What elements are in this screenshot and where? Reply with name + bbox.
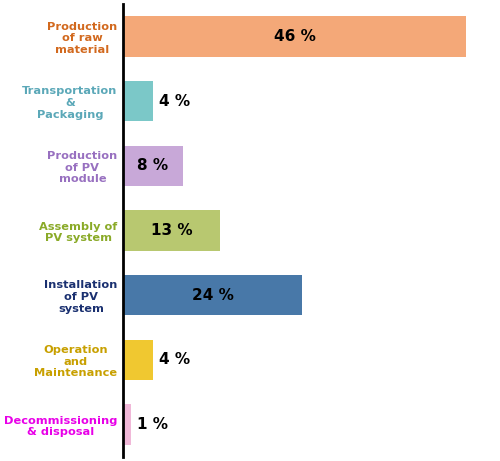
Text: 8 %: 8 % <box>138 158 168 173</box>
Bar <box>123 404 130 444</box>
Text: 4 %: 4 % <box>159 94 190 109</box>
Bar <box>123 146 182 186</box>
Text: 46 %: 46 % <box>274 29 316 44</box>
Bar <box>123 340 153 380</box>
Text: 1 %: 1 % <box>136 417 168 432</box>
Text: 13 %: 13 % <box>150 223 192 238</box>
Text: 4 %: 4 % <box>159 352 190 367</box>
Bar <box>123 211 220 250</box>
Text: 24 %: 24 % <box>192 288 234 303</box>
Bar <box>123 81 153 121</box>
Bar <box>123 17 466 57</box>
Bar <box>123 275 302 315</box>
